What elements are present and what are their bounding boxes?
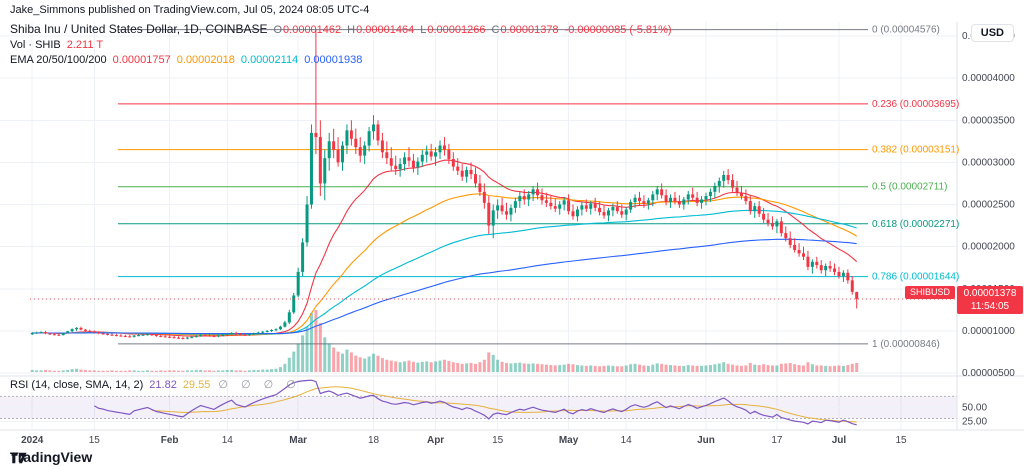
svg-text:0 (0.00004576): 0 (0.00004576): [872, 25, 940, 36]
ohlc-close-label: C: [491, 24, 500, 36]
tradingview-logo[interactable]: TradingView: [10, 449, 92, 465]
ohlc-low-label: L: [420, 24, 427, 36]
time-scale[interactable]: [0, 430, 1024, 452]
svg-text:Feb: Feb: [161, 435, 179, 446]
svg-text:0.618 (0.00002271): 0.618 (0.00002271): [872, 219, 959, 230]
symbol-title[interactable]: Shiba Inu / United States Dollar, 1D, CO…: [10, 22, 268, 36]
last-price-value: 0.00001378: [963, 288, 1017, 300]
volume-value: 2.211 T: [66, 39, 104, 51]
svg-text:17: 17: [771, 435, 783, 446]
ema-label: EMA 20/50/100/200: [10, 54, 107, 66]
svg-text:2024: 2024: [21, 435, 44, 446]
svg-text:25.00: 25.00: [962, 416, 987, 427]
ema-legend-row: EMA 20/50/100/200 0.00001757 0.00002018 0.0…: [10, 53, 672, 68]
svg-text:14: 14: [621, 435, 633, 446]
price-scale[interactable]: [957, 22, 1024, 430]
rsi-ma-value: 29.55: [182, 379, 211, 391]
svg-text:0.236 (0.00003695): 0.236 (0.00003695): [872, 99, 959, 110]
ohlc-low-value: 0.00001266: [427, 24, 486, 36]
symbol-legend-row: Shiba Inu / United States Dollar, 1D, CO…: [10, 22, 672, 38]
ema-50-value: 0.00002018: [176, 54, 235, 66]
ema-200-value: 0.00001938: [304, 54, 363, 66]
svg-text:Mar: Mar: [289, 435, 307, 446]
tradingview-logo-text: TradingView: [10, 449, 93, 465]
svg-text:0.00000500: 0.00000500: [962, 368, 1015, 379]
ohlc-open-label: O: [273, 24, 283, 36]
ohlc-high-label: H: [347, 24, 356, 36]
ohlc-open-value: 0.00001462: [283, 24, 342, 36]
volume-legend-row: Vol · SHIB 2.211 T: [10, 38, 672, 53]
volume-label: Vol · SHIB: [10, 39, 61, 51]
ema-100-value: 0.00002114: [240, 54, 299, 66]
currency-toggle-button[interactable]: USD: [970, 24, 1014, 42]
rsi-legend-row: RSI (14, close, SMA, 14, 2) 21.82 29.55 ∅ ∅…: [10, 378, 301, 391]
svg-text:0.00002000: 0.00002000: [962, 242, 1015, 253]
svg-text:1 (0.00000846): 1 (0.00000846): [872, 339, 940, 350]
last-price-badge: 0.00001378 11:54:05: [957, 286, 1023, 315]
svg-text:0.786 (0.00001644): 0.786 (0.00001644): [872, 272, 959, 283]
attribution: Jake_Simmons published on TradingView.co…: [10, 4, 370, 16]
svg-text:0.00004000: 0.00004000: [962, 73, 1015, 84]
tradingview-logo-icon: [11, 452, 27, 464]
chart-legend: Shiba Inu / United States Dollar, 1D, CO…: [10, 22, 672, 68]
svg-text:15: 15: [89, 435, 101, 446]
svg-text:0.00003000: 0.00003000: [962, 157, 1015, 168]
svg-text:0.00002500: 0.00002500: [962, 200, 1015, 211]
svg-text:Jul: Jul: [832, 435, 847, 446]
svg-text:18: 18: [368, 435, 380, 446]
svg-text:Apr: Apr: [427, 435, 444, 446]
svg-text:15: 15: [492, 435, 504, 446]
svg-text:50.00: 50.00: [962, 402, 987, 413]
bar-countdown: 11:54:05: [970, 301, 1010, 313]
change-value: -0.00000085 (-5.81%): [564, 24, 672, 36]
ema-20-value: 0.00001757: [112, 54, 171, 66]
ohlc-high-value: 0.00001464: [356, 24, 415, 36]
rsi-value: 21.82: [149, 379, 177, 391]
rsi-divergence-empty-icons: ∅ ∅ ∅ ∅: [218, 379, 301, 391]
svg-text:May: May: [559, 435, 579, 446]
ohlc-close-value: 0.00001378: [500, 24, 559, 36]
svg-text:0.5 (0.00002711): 0.5 (0.00002711): [872, 182, 947, 193]
symbol-price-scale-badge: SHIBUSD: [904, 286, 955, 300]
rsi-label: RSI (14, close, SMA, 14, 2): [10, 379, 144, 391]
svg-text:0.00003500: 0.00003500: [962, 115, 1015, 126]
svg-text:14: 14: [222, 435, 234, 446]
svg-text:0.382 (0.00003151): 0.382 (0.00003151): [872, 145, 959, 156]
svg-text:0.00001000: 0.00001000: [962, 326, 1015, 337]
svg-text:15: 15: [895, 435, 907, 446]
svg-text:Jun: Jun: [697, 435, 715, 446]
